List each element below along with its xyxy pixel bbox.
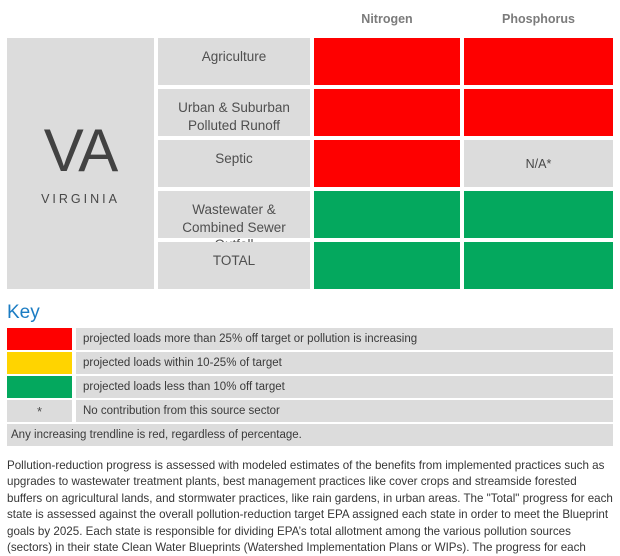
status-cell: [464, 242, 613, 289]
key-footnote: Any increasing trendline is red, regardl…: [7, 424, 613, 446]
key-entry-label: projected loads within 10-25% of target: [76, 352, 613, 374]
status-cell: [314, 242, 460, 289]
row-label: Urban & Suburban Polluted Runoff: [158, 89, 310, 136]
row-label: TOTAL: [158, 242, 310, 289]
state-cell: VA VIRGINIA: [7, 38, 154, 289]
state-name: VIRGINIA: [41, 192, 120, 206]
status-cell: [464, 191, 613, 238]
key-red-swatch: [7, 328, 72, 350]
key-title: Key: [7, 302, 40, 323]
status-cell: [314, 191, 460, 238]
key-entry-label: projected loads more than 25% off target…: [76, 328, 613, 350]
status-cell: [314, 140, 460, 187]
column-header-phosphorus: Phosphorus: [502, 12, 575, 26]
row-label: Wastewater & Combined Sewer Outfall: [158, 191, 310, 252]
row-label: Agriculture: [158, 38, 310, 85]
key-entry-label: No contribution from this source sector: [76, 400, 613, 422]
column-headers: Nitrogen Phosphorus: [7, 12, 613, 28]
status-table: VA VIRGINIA Agriculture Urban & Suburban …: [7, 38, 613, 289]
status-cell: [314, 38, 460, 85]
key-green-swatch: [7, 376, 72, 398]
status-cell: [314, 89, 460, 136]
status-cell: [464, 38, 613, 85]
key-yellow-swatch: [7, 352, 72, 374]
key-asterisk-swatch: *: [7, 400, 72, 422]
row-label: Septic: [158, 140, 310, 187]
key-legend: projected loads more than 25% off target…: [7, 328, 613, 422]
state-abbreviation: VA: [43, 117, 119, 184]
status-cell: [464, 89, 613, 136]
key-entry-label: projected loads less than 10% off target: [76, 376, 613, 398]
status-cell: N/A*: [464, 140, 613, 187]
explanatory-paragraph: Pollution-reduction progress is assessed…: [7, 459, 613, 555]
column-header-nitrogen: Nitrogen: [361, 12, 413, 26]
